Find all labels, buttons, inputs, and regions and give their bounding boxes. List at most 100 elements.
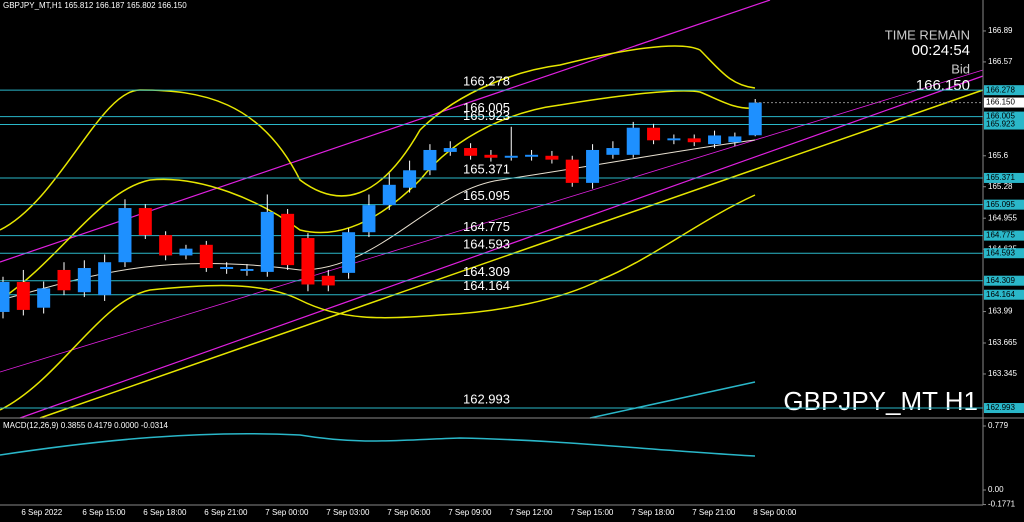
macd-tick-label: 0.00 <box>988 485 1004 494</box>
level-price-box <box>984 119 1024 130</box>
candle-body <box>118 208 132 263</box>
candle-body <box>220 267 234 269</box>
x-tick-label: 6 Sep 21:00 <box>204 508 248 517</box>
macd-signal <box>0 432 756 457</box>
level-price: 164.164 <box>986 290 1015 299</box>
level-label: 165.095 <box>463 188 510 203</box>
indicator-line <box>589 381 756 419</box>
x-tick-label: 6 Sep 15:00 <box>82 508 126 517</box>
x-tick-label: 6 Sep 2022 <box>21 508 62 517</box>
candle-body <box>281 213 295 266</box>
candle-body <box>545 155 559 160</box>
level-price-box <box>984 403 1024 414</box>
candle-body <box>708 135 722 145</box>
x-tick-label: 7 Sep 15:00 <box>570 508 614 517</box>
level-label: 166.278 <box>463 74 510 89</box>
moving-average <box>0 139 756 301</box>
y-tick-label: 166.57 <box>988 57 1013 66</box>
channel-line <box>0 69 984 373</box>
watermark: GBPJPY_MT H1 <box>783 386 978 416</box>
candle-body <box>321 275 335 286</box>
level-label: 165.923 <box>463 108 510 123</box>
candle-body <box>199 244 213 269</box>
candle-body <box>423 149 437 171</box>
time-remain: 00:24:54 <box>912 42 970 59</box>
x-tick-label: 8 Sep 00:00 <box>753 508 797 517</box>
candle-body <box>484 154 498 158</box>
candle-body <box>687 138 701 143</box>
x-tick-label: 6 Sep 18:00 <box>143 508 187 517</box>
level-label: 164.593 <box>463 237 510 252</box>
bollinger-lower <box>0 194 756 411</box>
bid-price: 166.150 <box>916 77 970 94</box>
y-tick-label: 166.89 <box>988 26 1013 35</box>
candle-body <box>464 148 478 156</box>
candle-body <box>362 205 376 233</box>
candle-body <box>301 238 315 285</box>
candle-body <box>98 262 112 296</box>
candle-body <box>57 269 71 291</box>
x-tick-label: 7 Sep 18:00 <box>631 508 675 517</box>
candle-body <box>342 232 356 273</box>
level-label: 165.371 <box>463 161 510 176</box>
level-price-box <box>984 248 1024 259</box>
level-label: 162.993 <box>463 391 510 406</box>
y-tick-label: 163.345 <box>988 369 1017 378</box>
level-price-box <box>984 275 1024 286</box>
candle-body <box>565 159 579 183</box>
time-remain-label: TIME REMAIN <box>885 27 970 42</box>
level-label: 166.005 <box>463 100 510 115</box>
level-price: 166.005 <box>986 112 1015 121</box>
channel-line <box>19 75 984 419</box>
bid-label: Bid <box>951 61 970 76</box>
level-price: 165.923 <box>986 120 1015 129</box>
candle-body <box>606 148 620 155</box>
level-price-box <box>984 289 1024 300</box>
candle-body <box>626 127 640 155</box>
candle-body <box>504 155 518 158</box>
candle-body <box>382 184 396 206</box>
y-tick-label: 165.6 <box>988 151 1009 160</box>
candle-body <box>586 149 600 183</box>
level-price: 166.278 <box>986 85 1015 94</box>
candle-body <box>525 154 539 157</box>
x-tick-label: 7 Sep 00:00 <box>265 508 309 517</box>
level-price-box <box>984 172 1024 183</box>
candle-body <box>260 211 274 272</box>
level-label: 164.164 <box>463 278 510 293</box>
candle-body <box>179 248 193 256</box>
level-price: 165.095 <box>986 200 1015 209</box>
x-tick-label: 7 Sep 21:00 <box>692 508 736 517</box>
bid-box <box>984 97 1024 108</box>
x-tick-label: 7 Sep 12:00 <box>509 508 553 517</box>
y-tick-label: 164.955 <box>988 213 1017 222</box>
candle-body <box>403 170 417 188</box>
level-price-box <box>984 111 1024 122</box>
level-price: 162.993 <box>986 403 1015 412</box>
candle-body <box>37 288 51 308</box>
candle-body <box>728 136 742 143</box>
y-tick-label: 163.99 <box>988 307 1013 316</box>
level-label: 164.309 <box>463 264 510 279</box>
candle-body <box>647 127 661 141</box>
candle-body <box>240 268 254 271</box>
x-tick-label: 7 Sep 06:00 <box>387 508 431 517</box>
candle-body <box>77 268 91 293</box>
candle-body <box>159 235 173 256</box>
level-price-box <box>984 230 1024 241</box>
x-tick-label: 7 Sep 03:00 <box>326 508 370 517</box>
level-price: 165.371 <box>986 173 1015 182</box>
macd-tick-label: 0.779 <box>988 421 1009 430</box>
candle-body <box>667 138 681 141</box>
candle-body <box>748 102 762 136</box>
trend-line <box>39 89 984 419</box>
bid-box-label: 166.150 <box>986 98 1015 107</box>
x-tick-label: 7 Sep 09:00 <box>448 508 492 517</box>
candle-body <box>138 208 152 236</box>
y-tick-label: 163.665 <box>988 338 1017 347</box>
candle-body <box>443 148 457 152</box>
macd-label: MACD(12,26,9) 0.3855 0.4179 0.0000 -0.03… <box>3 421 169 430</box>
level-price-box <box>984 199 1024 210</box>
